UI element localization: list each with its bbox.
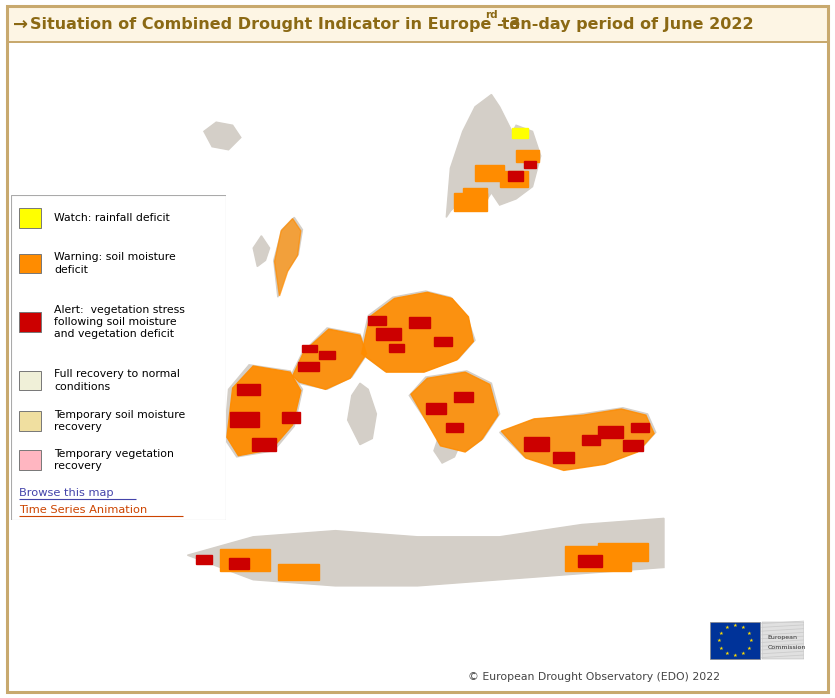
Bar — [434, 336, 452, 346]
Bar — [524, 161, 536, 168]
Polygon shape — [434, 420, 463, 463]
Text: Browse this map: Browse this map — [19, 489, 114, 498]
Bar — [762, 623, 804, 659]
Bar — [278, 565, 319, 580]
Bar — [524, 437, 549, 451]
Text: ★: ★ — [725, 625, 729, 630]
Text: ★: ★ — [718, 646, 723, 651]
Polygon shape — [225, 365, 302, 457]
Text: →: → — [13, 15, 28, 34]
Bar — [446, 423, 463, 432]
Text: rd: rd — [485, 10, 498, 20]
Text: conditions: conditions — [54, 382, 110, 392]
Text: Temporary soil moisture: Temporary soil moisture — [54, 410, 185, 420]
Polygon shape — [347, 383, 377, 445]
Polygon shape — [411, 372, 498, 452]
Bar — [578, 555, 602, 567]
Text: ★: ★ — [749, 638, 754, 643]
Text: recovery: recovery — [54, 422, 102, 432]
Bar — [409, 317, 430, 328]
Bar — [631, 423, 649, 432]
Text: European: European — [767, 635, 797, 640]
Text: ★: ★ — [725, 651, 729, 656]
Bar — [565, 546, 631, 570]
Text: Time Series Animation: Time Series Animation — [19, 505, 148, 515]
Bar — [598, 543, 648, 561]
Bar — [508, 171, 523, 181]
Text: deficit: deficit — [54, 265, 88, 275]
Bar — [19, 411, 41, 431]
Polygon shape — [446, 94, 512, 217]
Text: © European Drought Observatory (EDO) 2022: © European Drought Observatory (EDO) 202… — [468, 672, 720, 682]
Bar — [454, 392, 473, 401]
Text: Alert:  vegetation stress: Alert: vegetation stress — [54, 305, 185, 315]
Text: ★: ★ — [746, 646, 752, 651]
Bar — [19, 209, 41, 228]
Bar — [19, 254, 41, 274]
Polygon shape — [274, 217, 302, 297]
Bar — [598, 426, 623, 438]
Bar — [19, 312, 41, 332]
Bar — [426, 403, 446, 414]
Bar — [229, 558, 249, 569]
Bar — [463, 188, 488, 199]
Polygon shape — [360, 291, 475, 371]
Polygon shape — [290, 328, 368, 389]
Text: ★: ★ — [716, 638, 721, 643]
Text: ★: ★ — [732, 653, 737, 658]
Bar — [7, 41, 828, 43]
Text: ★: ★ — [718, 630, 723, 635]
Bar — [582, 435, 600, 445]
Bar — [710, 623, 760, 659]
Text: ★: ★ — [746, 630, 752, 635]
Text: Warning: soil moisture: Warning: soil moisture — [54, 253, 175, 262]
Bar — [298, 362, 319, 371]
Bar — [220, 549, 270, 570]
Polygon shape — [227, 366, 301, 456]
Polygon shape — [292, 329, 367, 389]
Bar — [389, 344, 403, 352]
Polygon shape — [362, 292, 473, 372]
Polygon shape — [409, 371, 499, 451]
Bar — [512, 128, 529, 138]
Polygon shape — [253, 236, 270, 267]
Bar — [19, 371, 41, 390]
Polygon shape — [492, 125, 541, 205]
Polygon shape — [501, 409, 654, 470]
Polygon shape — [187, 519, 664, 586]
Text: and vegetation deficit: and vegetation deficit — [54, 329, 174, 339]
Bar — [7, 6, 828, 43]
Bar — [499, 171, 529, 186]
Text: recovery: recovery — [54, 461, 102, 471]
Bar — [237, 385, 260, 396]
Text: following soil moisture: following soil moisture — [54, 317, 176, 327]
Bar — [454, 193, 488, 211]
Text: ★: ★ — [741, 625, 746, 630]
Text: ★: ★ — [741, 651, 746, 656]
Bar — [368, 316, 387, 325]
Bar — [282, 412, 300, 423]
Text: Watch: rainfall deficit: Watch: rainfall deficit — [54, 213, 170, 223]
Text: Situation of Combined Drought Indicator in Europe - 3: Situation of Combined Drought Indicator … — [30, 17, 520, 32]
Bar — [319, 351, 336, 359]
Polygon shape — [499, 408, 655, 469]
Text: Temporary vegetation: Temporary vegetation — [54, 449, 174, 459]
Bar — [19, 450, 41, 470]
Bar — [195, 555, 212, 565]
Text: ★: ★ — [732, 623, 737, 628]
Bar — [377, 328, 401, 340]
Bar — [302, 345, 317, 352]
Bar — [230, 412, 259, 427]
Bar — [516, 150, 539, 162]
Polygon shape — [204, 122, 240, 150]
Polygon shape — [275, 218, 301, 296]
Bar — [553, 452, 574, 463]
Bar — [475, 165, 504, 181]
Bar — [251, 438, 276, 451]
Bar — [623, 440, 644, 451]
Text: Full recovery to normal: Full recovery to normal — [54, 369, 180, 379]
Text: ten-day period of June 2022: ten-day period of June 2022 — [496, 17, 754, 32]
Text: Commission: Commission — [767, 645, 806, 650]
